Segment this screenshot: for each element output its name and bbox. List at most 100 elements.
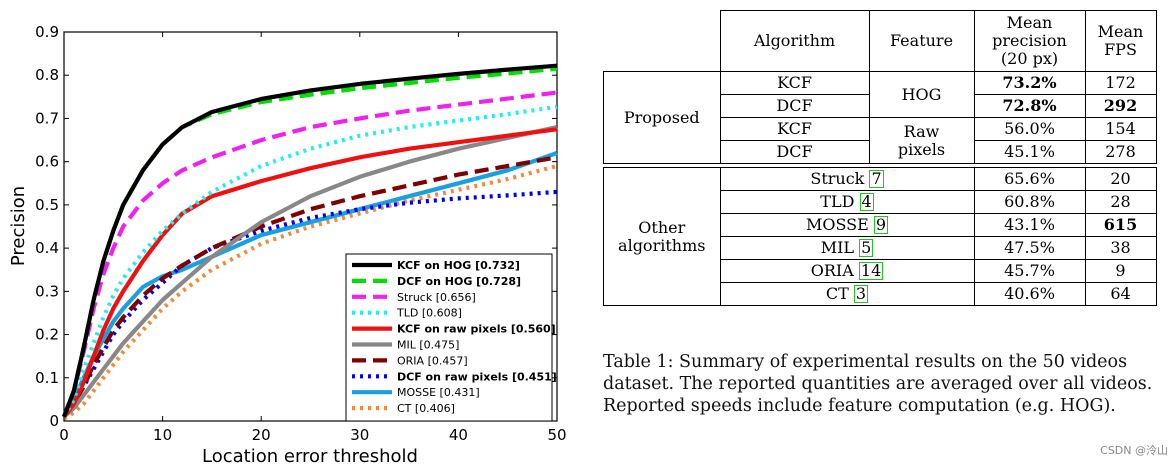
x-tick-label: 30 (350, 426, 369, 444)
plot-frame (63, 31, 558, 422)
algorithm-name: MOSSE (805, 215, 869, 234)
precision-cell: 40.6% (973, 282, 1086, 306)
header-empty-cell (603, 10, 721, 72)
precision-cell: 45.7% (973, 259, 1086, 283)
table-row: Other algorithms Struck 7 65.6% 20 (603, 167, 1157, 306)
y-tick-label: 0.1 (35, 369, 59, 387)
algorithm-cell: MIL 5 (719, 236, 975, 260)
y-tick-label: 0.7 (35, 109, 59, 127)
legend-entry: Struck [0.656] (397, 291, 476, 304)
precision-cell: 73.2% (973, 71, 1086, 95)
table-header-row: Algorithm Feature Mean precision (20 px)… (603, 10, 1157, 72)
legend-entry: CT [0.406] (397, 402, 455, 415)
series-line (62, 155, 558, 418)
precision-cell: 47.5% (973, 236, 1086, 260)
fps-cell: 154 (1084, 117, 1157, 141)
algorithm-cell: KCF (719, 117, 870, 141)
series-line (62, 163, 558, 421)
header-feature: Feature (868, 10, 975, 72)
table-row: CT 3 40.6% 64 (604, 282, 1157, 306)
y-tick-label: 0.6 (35, 153, 59, 171)
fps-cell: 20 (1084, 167, 1157, 191)
x-tick-label: 20 (252, 426, 271, 444)
y-tick-label: 0 (49, 412, 59, 430)
algorithm-cell: Struck 7 (719, 167, 975, 191)
fps-cell: 172 (1084, 71, 1157, 95)
series-line (62, 90, 558, 418)
legend-entry: KCF on raw pixels [0.560] (397, 323, 556, 336)
other-group-label: Other algorithms (603, 167, 721, 306)
y-tick-label: 0.2 (35, 326, 59, 344)
algorithm-cell: DCF (719, 94, 870, 118)
fps-cell: 64 (1084, 282, 1157, 306)
caption-line1: Table 1: Summary of experimental results… (603, 352, 1128, 372)
table-row: DCF 45.1% 278 (604, 140, 1157, 164)
feature-hog-cell: HOG (868, 71, 975, 118)
other-label-line1: Other (638, 217, 686, 237)
feature-raw-line1: Raw (903, 121, 940, 141)
precision-cell: 45.1% (973, 140, 1086, 164)
legend-entry: DCF on HOG [0.728] (397, 275, 521, 288)
header-fps: Mean FPS (1084, 10, 1157, 72)
citation-link[interactable]: 14 (858, 261, 884, 280)
table-row: Proposed KCF HOG 73.2% 172 (603, 71, 1157, 164)
caption-line2: dataset. The reported quantities are ave… (603, 374, 1153, 394)
other-label-line2: algorithms (618, 235, 706, 255)
table-row: MIL 5 47.5% 38 (604, 236, 1157, 260)
algorithm-cell: TLD 4 (719, 190, 975, 214)
precision-plot: 0 10 20 30 40 5000.10.20.30.40.50.60.70.80.9 … (8, 23, 567, 466)
citation-link[interactable]: 3 (853, 284, 869, 303)
header-precision-line3: (20 px) (1000, 49, 1059, 68)
algorithm-cell: ORIA 14 (719, 259, 975, 283)
algorithm-name: TLD (820, 192, 855, 211)
series-line (62, 125, 558, 419)
legend-entry: KCF on HOG [0.732] (397, 259, 520, 272)
plot-axes (63, 31, 558, 422)
legend-entry: TLD [0.608] (396, 307, 462, 320)
series-line (62, 63, 558, 418)
header-precision-line1: Mean (1006, 13, 1053, 32)
citation-link[interactable]: 4 (859, 192, 874, 211)
table-caption: Table 1: Summary of experimental results… (603, 351, 1173, 417)
x-tick-label: 0 (59, 426, 69, 444)
x-tick-label: 50 (547, 426, 566, 444)
algorithm-name: CT (825, 284, 849, 303)
table-row: ORIA 14 45.7% 9 (604, 259, 1157, 283)
header-fps-line1: Mean (1097, 22, 1144, 41)
citation-link[interactable]: 9 (873, 215, 889, 234)
algorithm-name: ORIA (810, 261, 854, 280)
algorithm-cell: DCF (719, 140, 870, 164)
algorithm-cell: CT 3 (719, 282, 975, 306)
fps-cell: 38 (1084, 236, 1157, 260)
x-tick-label: 10 (153, 426, 172, 444)
precision-cell: 43.1% (973, 213, 1086, 237)
precision-cell: 72.8% (973, 94, 1086, 118)
feature-raw-line2: pixels (897, 139, 946, 159)
precision-cell: 65.6% (973, 167, 1086, 191)
feature-raw-cell: Raw pixels (868, 117, 975, 164)
fps-cell: 292 (1084, 94, 1157, 118)
algorithm-cell: KCF (719, 71, 870, 95)
table-row: DCF 72.8% 292 (604, 94, 1157, 118)
legend-entry: ORIA [0.457] (397, 354, 468, 367)
algorithm-name: MIL (820, 238, 855, 257)
fps-cell: 9 (1084, 259, 1157, 283)
y-tick-label: 0.4 (35, 239, 59, 257)
plot-ticks: 0 10 20 30 40 50 0 0.1 0.2 0.3 0.4 0.5 0.6 0.7 0.8 0.9 (35, 23, 566, 444)
header-fps-line2: FPS (1104, 40, 1137, 59)
legend-entry: MIL [0.475] (397, 339, 459, 352)
y-axis-label: Precision (8, 186, 29, 266)
table-row: MOSSE 9 43.1% 615 (604, 213, 1157, 237)
header-algorithm: Algorithm (719, 10, 870, 72)
proposed-group-label: Proposed (603, 71, 721, 164)
citation-link[interactable]: 5 (859, 238, 874, 257)
header-precision: Mean precision (20 px) (973, 10, 1086, 72)
table-row: TLD 4 60.8% 28 (604, 190, 1157, 214)
fps-cell: 28 (1084, 190, 1157, 214)
x-axis-label: Location error threshold (202, 446, 418, 466)
citation-link[interactable]: 7 (869, 169, 884, 188)
precision-cell: 56.0% (973, 117, 1086, 141)
x-tick-label: 40 (449, 426, 468, 444)
series-line (62, 104, 558, 418)
legend-entry: DCF on raw pixels [0.451] (397, 370, 557, 383)
